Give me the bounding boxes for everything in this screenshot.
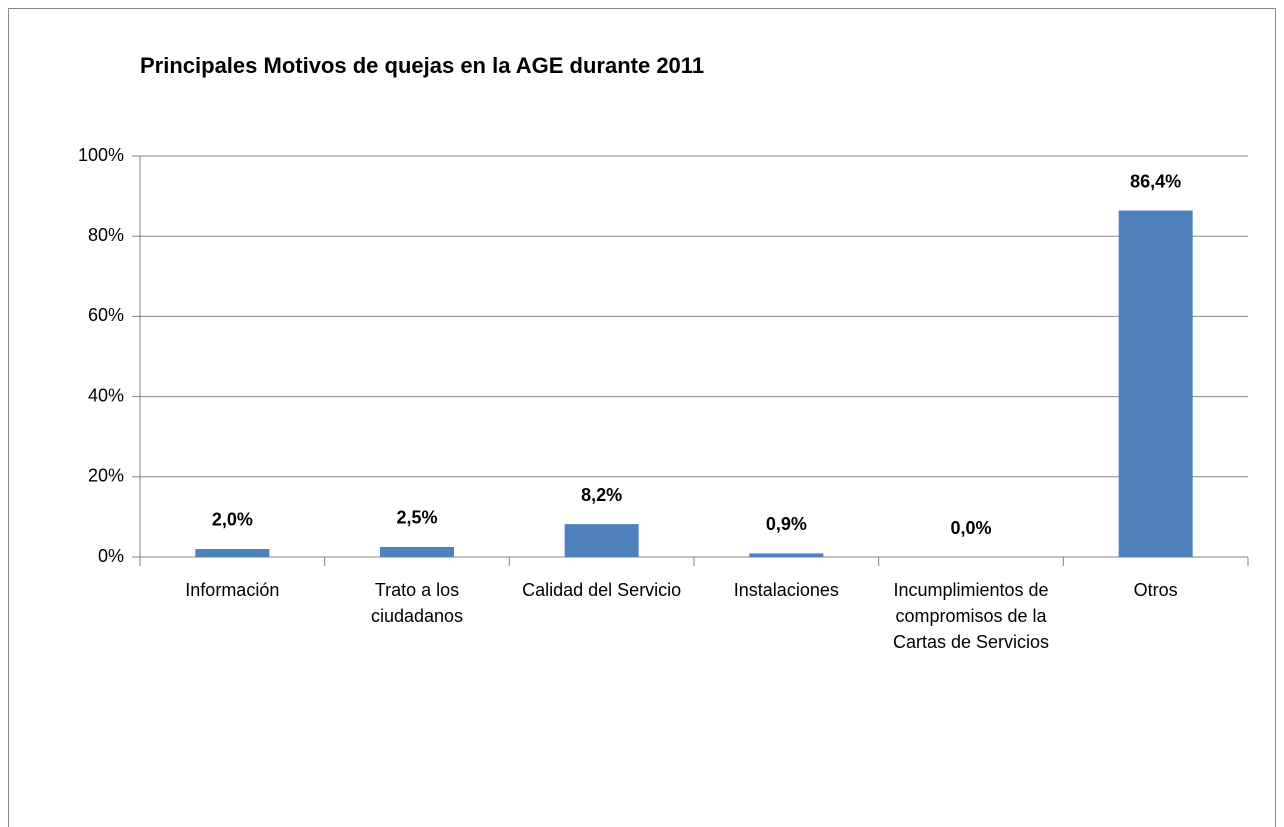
x-tick-label: Calidad del Servicio bbox=[522, 580, 682, 600]
y-tick-label: 60% bbox=[88, 305, 124, 325]
x-tick-label: Trato a los ciudadanos bbox=[370, 580, 464, 626]
chart-frame bbox=[8, 8, 1276, 827]
value-label: 0,0% bbox=[950, 518, 991, 538]
x-tick-label: Instalaciones bbox=[733, 580, 839, 600]
x-tick-label: Incumplimientos de compromisos de la Car… bbox=[892, 580, 1050, 652]
value-label: 86,4% bbox=[1130, 171, 1181, 191]
y-tick-label: 20% bbox=[88, 466, 124, 486]
x-tick-label: Otros bbox=[1133, 580, 1178, 600]
value-label: 2,5% bbox=[396, 508, 437, 528]
bar bbox=[1118, 210, 1193, 557]
x-tick-label: Información bbox=[185, 580, 280, 600]
bar bbox=[380, 546, 454, 557]
y-tick-label: 100% bbox=[78, 145, 124, 165]
value-label: 8,2% bbox=[581, 485, 622, 505]
chart-title: Principales Motivos de quejas en la AGE … bbox=[140, 53, 704, 78]
value-label: 2,0% bbox=[212, 510, 253, 530]
bar bbox=[195, 548, 270, 557]
y-tick-label: 0% bbox=[98, 546, 124, 566]
y-tick-label: 40% bbox=[88, 385, 124, 405]
bar bbox=[749, 553, 824, 557]
bar bbox=[564, 524, 639, 557]
y-tick-label: 80% bbox=[88, 225, 124, 245]
value-label: 0,9% bbox=[766, 514, 807, 534]
